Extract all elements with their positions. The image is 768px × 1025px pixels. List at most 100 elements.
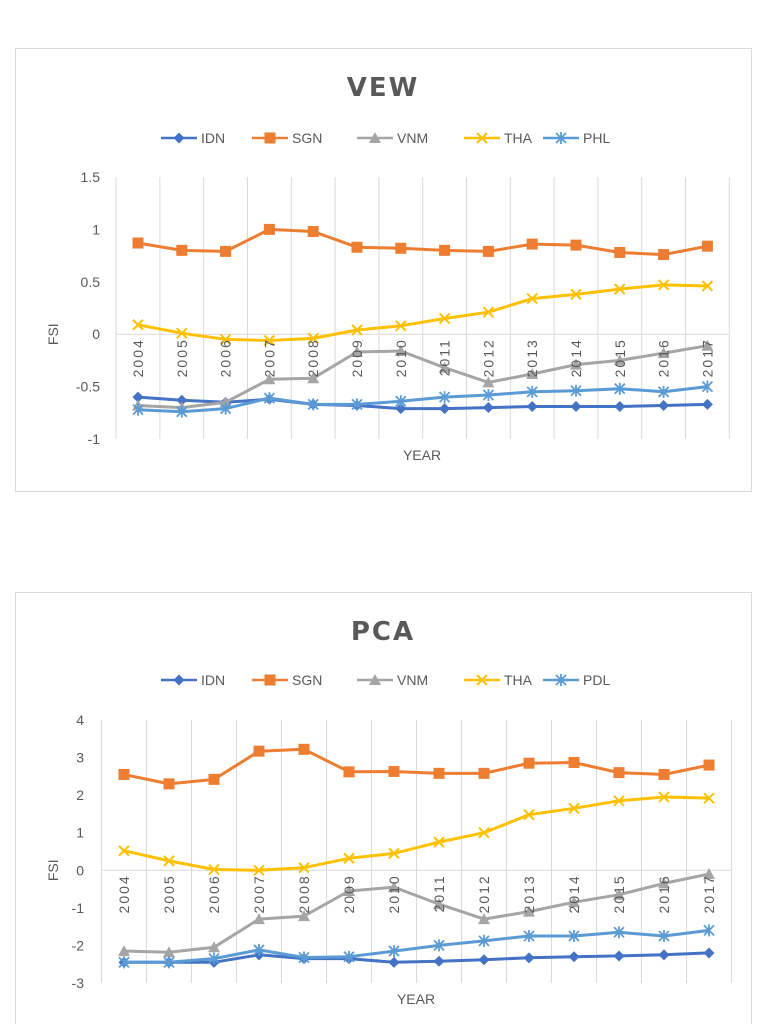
data-point [163, 956, 175, 969]
x-tick-label: 2009 [349, 338, 365, 377]
vew-x-axis-label: YEAR [403, 447, 441, 463]
data-point [433, 836, 445, 848]
y-tick-label: 1 [92, 221, 100, 237]
legend-marker [476, 132, 488, 144]
data-point [343, 884, 355, 896]
x-tick-label: 2004 [116, 874, 132, 913]
data-point [253, 864, 265, 876]
legend-label: THA [504, 672, 533, 688]
data-point [351, 324, 363, 336]
x-tick-label: 2005 [174, 338, 190, 377]
y-tick-label: 4 [76, 712, 84, 728]
data-point [658, 791, 670, 803]
data-point [526, 385, 538, 398]
data-point [351, 241, 363, 253]
vew-gridlines [115, 177, 730, 439]
data-point [395, 395, 407, 408]
data-point [701, 240, 713, 252]
data-point [701, 398, 713, 410]
series-line [137, 385, 708, 414]
legend-marker [369, 132, 381, 143]
series-line [123, 872, 710, 954]
data-point [263, 223, 275, 235]
x-tick-label: 2010 [393, 338, 409, 377]
vew-y-ticks: 1.5 1 0.5 0 -0.5 -1 [76, 169, 100, 447]
data-point [570, 288, 582, 301]
data-point [439, 244, 451, 256]
x-tick-label: 2006 [206, 874, 222, 913]
data-point [132, 319, 144, 331]
y-tick-label: 1 [76, 825, 84, 841]
data-point [253, 943, 265, 956]
x-tick-label: 2017 [699, 338, 715, 377]
data-point [253, 745, 265, 757]
data-point [163, 778, 175, 790]
data-point [263, 334, 276, 347]
data-point [307, 225, 319, 237]
x-tick-label: 2010 [386, 874, 402, 913]
y-tick-label: -3 [72, 975, 85, 991]
data-point [433, 939, 445, 952]
data-point [438, 391, 451, 404]
x-tick-label: 2008 [305, 338, 321, 377]
data-point [701, 380, 714, 393]
data-point [614, 401, 626, 413]
pca-chart: PCA IDN SGN VNM THA PDL 4 3 2 1 0 -1 -2 -3 FSI YEAR 2004… [15, 592, 752, 1024]
series-line [137, 283, 708, 342]
x-tick-label: 2016 [656, 874, 672, 913]
legend-label: PDL [583, 672, 610, 688]
series-tha [118, 791, 715, 876]
x-tick-label: 2012 [476, 874, 492, 913]
data-point [523, 952, 535, 964]
y-tick-label: 1.5 [81, 169, 101, 185]
data-point [219, 333, 232, 346]
pca-y-ticks: 4 3 2 1 0 -1 -2 -3 [72, 712, 85, 991]
data-point [433, 955, 445, 967]
data-point [219, 402, 232, 415]
data-point [658, 949, 670, 961]
data-point [570, 239, 582, 251]
y-tick-label: -0.5 [76, 379, 100, 395]
data-point [703, 947, 715, 959]
data-point [298, 861, 310, 874]
y-tick-label: -2 [72, 937, 85, 953]
y-tick-label: 0.5 [81, 274, 101, 290]
data-point [176, 394, 188, 406]
legend-label: VNM [397, 672, 428, 688]
data-point [263, 392, 276, 405]
vew-chart: VEW IDN SGN VNM THA PHL 1.5 1 0.5 0 -0.5 -1 FSI YEAR 2… [15, 48, 752, 492]
legend-marker [555, 674, 567, 686]
data-point [433, 767, 445, 779]
series-pdl [118, 924, 715, 969]
pca-legend: IDN SGN VNM THA PDL [161, 672, 610, 688]
data-point [613, 795, 625, 807]
data-point [176, 244, 188, 256]
x-tick-label: 2015 [611, 874, 627, 913]
legend-label: SGN [292, 672, 322, 688]
data-point [132, 391, 144, 403]
data-point [307, 398, 319, 411]
data-point [526, 292, 538, 305]
y-tick-label: -1 [72, 900, 85, 916]
legend-label: VNM [397, 130, 428, 146]
data-point [482, 402, 494, 414]
data-point [658, 930, 670, 943]
data-point [388, 881, 400, 893]
series-line [124, 951, 710, 964]
data-point [388, 956, 400, 968]
vew-legend: IDN SGN VNM THA PHL [161, 130, 610, 146]
y-tick-label: 2 [76, 787, 84, 803]
x-tick-label: 2012 [480, 338, 496, 377]
data-point [613, 950, 625, 962]
series-tha [132, 279, 714, 347]
data-point [176, 405, 188, 418]
data-point [526, 401, 538, 413]
data-point [298, 951, 310, 964]
data-point [438, 361, 451, 373]
data-point [478, 934, 490, 947]
data-point [118, 768, 130, 780]
data-point [176, 327, 188, 339]
data-point [658, 399, 670, 411]
data-point [343, 950, 355, 963]
series-phl [132, 380, 714, 418]
